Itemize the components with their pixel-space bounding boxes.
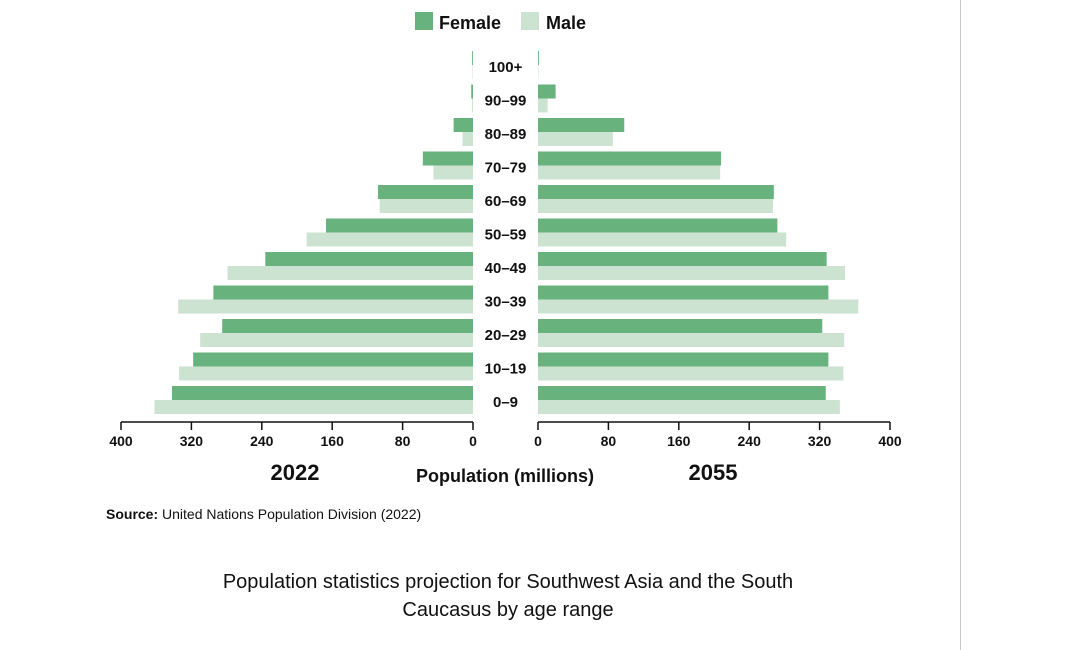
x-axis-label: Population (millions) (416, 466, 594, 486)
bar-2055-female-8 (538, 118, 625, 132)
bar-2022-female-9 (471, 84, 473, 99)
bar-2055-female-4 (538, 252, 827, 266)
bar-2022-male-6 (379, 199, 473, 213)
age-label-2: 20–29 (485, 327, 527, 344)
bar-2022-female-6 (377, 185, 473, 199)
bar-2055-female-9 (538, 84, 556, 99)
bar-2022-female-7 (422, 151, 473, 166)
bar-2055-male-6 (538, 199, 773, 213)
age-label-8: 80–89 (485, 126, 527, 143)
bar-2022-female-5 (326, 218, 473, 233)
bar-2055-male-3 (538, 299, 859, 314)
age-label-0: 0–9 (493, 394, 518, 411)
bar-2022-male-1 (179, 366, 473, 381)
panel-label-2022: 2022 (271, 460, 320, 485)
bar-2055-male-0 (538, 400, 840, 414)
left-tick-label-4: 80 (395, 433, 411, 449)
right-tick-label-5: 400 (878, 433, 902, 449)
bar-2022-male-3 (178, 299, 473, 314)
bar-2055-male-4 (538, 266, 846, 280)
bar-2022-female-2 (222, 319, 473, 333)
bar-2055-female-3 (538, 285, 829, 300)
bar-2055-female-7 (538, 151, 722, 166)
bar-2022-female-1 (193, 352, 473, 367)
left-tick-label-0: 400 (109, 433, 133, 449)
bar-2055-male-9 (538, 98, 548, 113)
age-label-4: 40–49 (485, 260, 527, 277)
legend-swatch-male (521, 12, 539, 30)
bar-2055-male-8 (538, 132, 613, 146)
age-labels-group: 0–9 10–19 20–29 30–39 40–49 50–59 60–69 70–79 80… (485, 59, 527, 411)
source-note: Source: United Nations Population Divisi… (106, 506, 421, 522)
legend-swatch-female (415, 12, 433, 30)
bar-2055-male-1 (538, 366, 844, 381)
bar-2022-male-8 (462, 132, 473, 146)
bar-2022-male-4 (227, 266, 473, 280)
left-tick-label-3: 160 (321, 433, 345, 449)
right-tick-label-2: 160 (667, 433, 691, 449)
axes-group: 400 320 240 160 80 0 0 80 160 240 320 400 (109, 421, 902, 449)
right-tick-label-0: 0 (534, 433, 542, 449)
bar-2022-female-3 (213, 285, 473, 300)
bar-2055-female-10 (538, 51, 539, 65)
bar-2055-female-5 (538, 218, 778, 233)
bar-2022-male-9 (472, 98, 473, 113)
bar-2022-female-0 (172, 386, 474, 400)
source-text: United Nations Population Division (2022… (162, 506, 422, 522)
legend: Female Male (415, 12, 586, 33)
age-label-3: 30–39 (485, 294, 527, 311)
bar-2055-male-2 (538, 333, 845, 347)
bar-2022-male-5 (306, 232, 473, 247)
bar-2055-female-6 (538, 185, 774, 199)
legend-label-female: Female (439, 13, 501, 33)
age-label-9: 90–99 (485, 93, 527, 110)
age-label-10: 100+ (489, 59, 523, 76)
bar-2055-female-1 (538, 352, 829, 367)
bar-2022-female-4 (265, 252, 473, 266)
age-label-1: 10–19 (485, 361, 527, 378)
bar-2022-male-2 (200, 333, 473, 347)
bar-2022-female-8 (453, 118, 473, 132)
right-divider-line (960, 0, 961, 650)
bar-2055-male-7 (538, 165, 721, 180)
right-tick-label-3: 240 (738, 433, 762, 449)
bars-group (154, 51, 859, 414)
legend-label-male: Male (546, 13, 586, 33)
age-label-6: 60–69 (485, 193, 527, 210)
figure-caption: Population statistics projection for Sou… (222, 571, 794, 621)
bar-2022-female-10 (472, 51, 473, 65)
age-label-5: 50–59 (485, 227, 527, 244)
bar-2022-male-7 (433, 165, 473, 180)
bar-2055-female-2 (538, 319, 823, 333)
left-tick-label-2: 240 (250, 433, 274, 449)
bar-2055-male-5 (538, 232, 787, 247)
bar-2022-male-0 (154, 400, 473, 414)
bar-2055-female-0 (538, 386, 826, 400)
left-tick-label-5: 0 (469, 433, 477, 449)
left-tick-label-1: 320 (180, 433, 204, 449)
panel-label-2055: 2055 (689, 460, 738, 485)
right-tick-label-4: 320 (808, 433, 832, 449)
source-label: Source: (106, 506, 159, 522)
age-label-7: 70–79 (485, 160, 527, 177)
right-tick-label-1: 80 (601, 433, 617, 449)
